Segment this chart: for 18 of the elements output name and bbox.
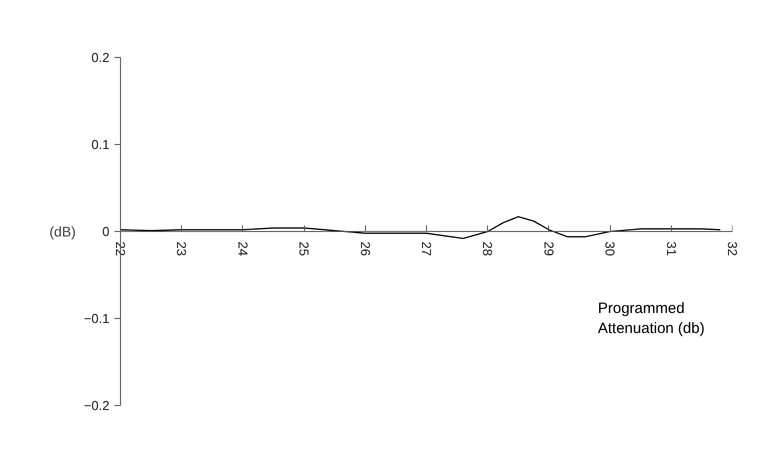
x-tick-label: 25	[296, 242, 312, 256]
y-tick-label: −0.1	[84, 311, 110, 326]
x-tick-label: 29	[541, 242, 556, 256]
x-axis-title: Programmed Attenuation (db)	[598, 300, 705, 338]
x-tick-label: 24	[235, 242, 250, 256]
x-tick-label: 23	[174, 242, 190, 256]
x-tick-label: 31	[664, 242, 679, 256]
line-series	[120, 216, 721, 240]
y-tick-label: −0.2	[84, 398, 110, 413]
x-tick-label: 30	[602, 242, 618, 256]
x-tick-label: 27	[419, 242, 434, 256]
x-tick-label: 26	[358, 242, 373, 256]
y-axis-title: (dB)	[49, 224, 76, 240]
x-tick-label: 32	[725, 242, 740, 256]
y-tick-label: 0.2	[91, 50, 110, 65]
x-tick-label: 28	[480, 242, 496, 256]
y-tick-label: 0.1	[91, 137, 110, 152]
y-tick-label: 0	[102, 224, 110, 239]
